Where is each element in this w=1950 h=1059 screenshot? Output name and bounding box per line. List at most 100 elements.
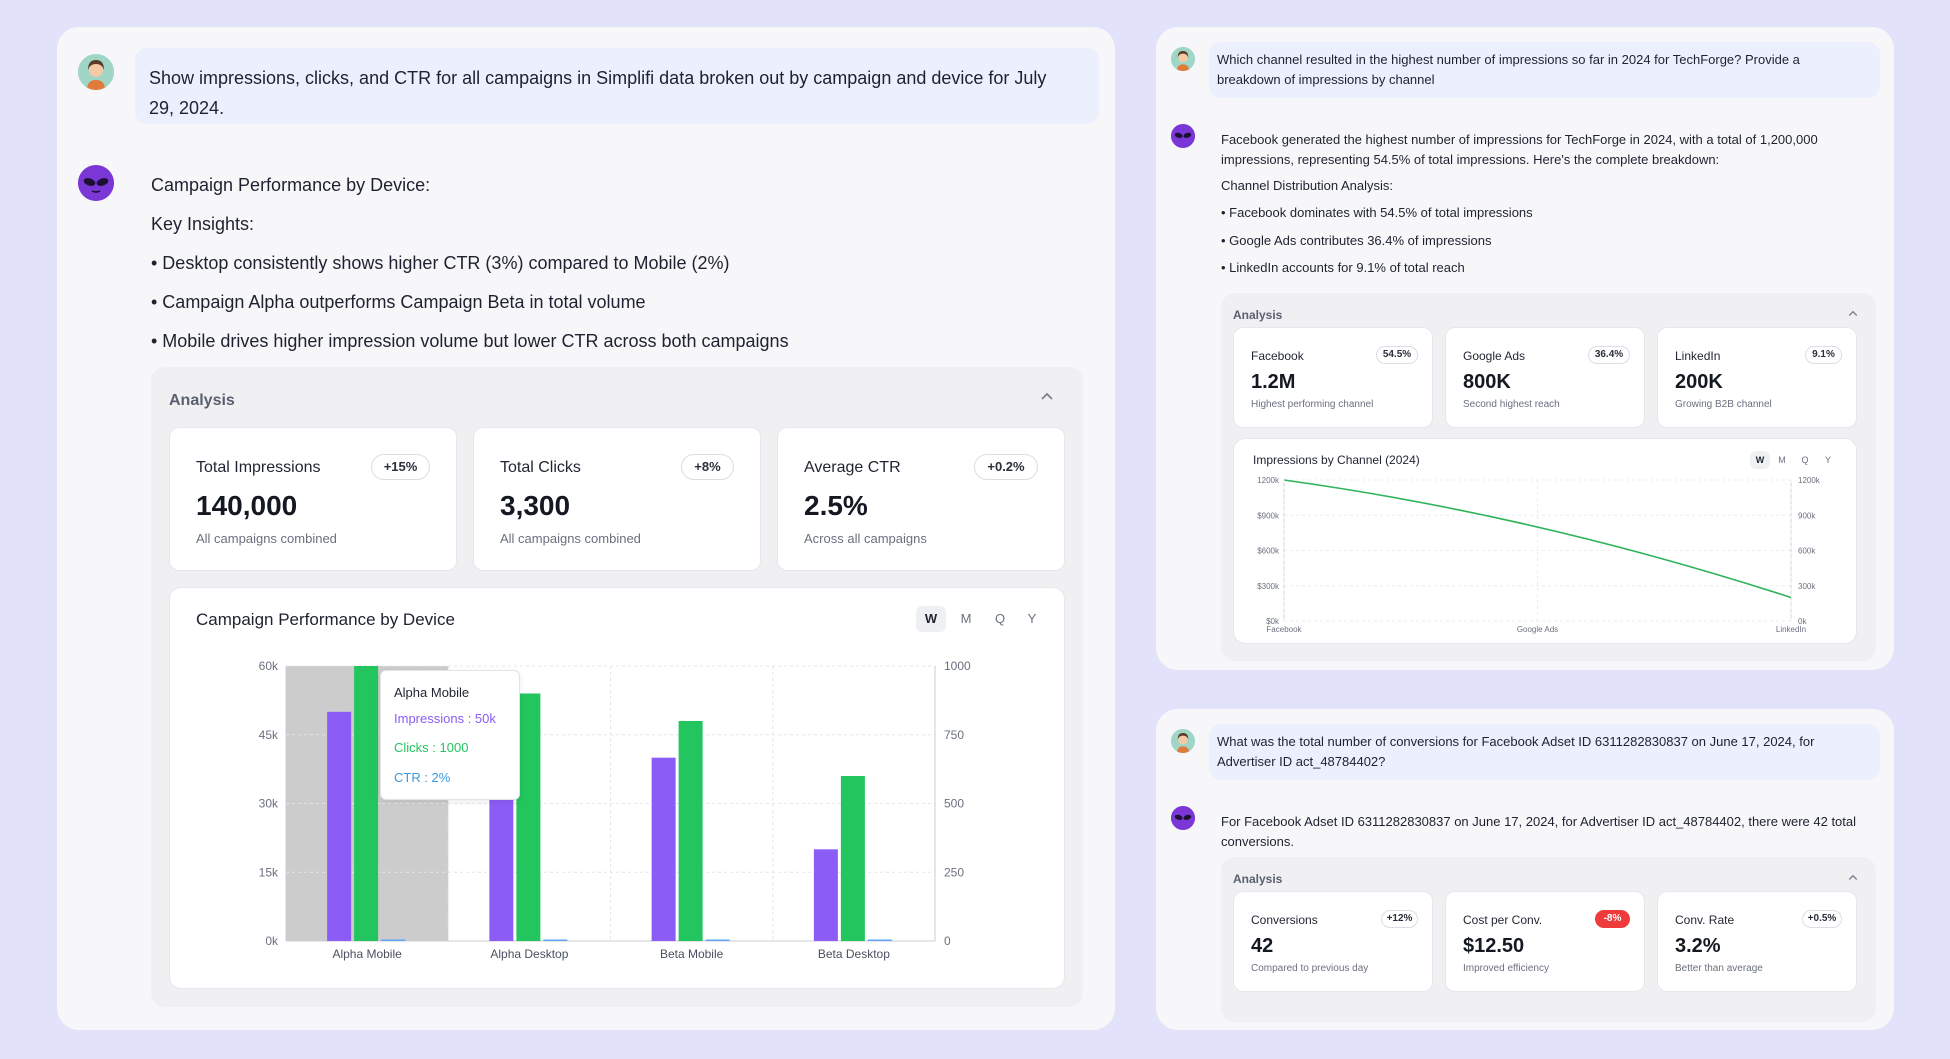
reply-title: Campaign Performance by Device: bbox=[151, 175, 431, 195]
conversion-card-rate: Conv. Rate +0.5% 3.2% Better than averag… bbox=[1657, 891, 1857, 992]
metric-label: Cost per Conv. bbox=[1463, 913, 1543, 927]
period-tab-q[interactable]: Q bbox=[1801, 455, 1809, 465]
metric-badge: +8% bbox=[681, 454, 734, 480]
metric-card-impressions: Total Impressions +15% 140,000 All campa… bbox=[169, 427, 457, 571]
y-axis-left-tick: 1200k bbox=[1257, 476, 1280, 485]
metric-label: Conv. Rate bbox=[1675, 913, 1735, 927]
tooltip-impressions: Impressions : 50k bbox=[394, 711, 496, 726]
metric-subtitle: Second highest reach bbox=[1463, 399, 1560, 410]
period-tab-q[interactable]: Q bbox=[994, 611, 1006, 626]
collapse-chevron-icon[interactable] bbox=[1847, 307, 1859, 319]
metric-value: 200K bbox=[1675, 371, 1723, 393]
chart-title: Impressions by Channel (2024) bbox=[1253, 453, 1420, 467]
y-axis-right-tick: 0k bbox=[1798, 617, 1807, 626]
x-axis-tick: Beta Mobile bbox=[660, 947, 724, 961]
bottom-right-chat-panel: What was the total number of conversions… bbox=[1156, 709, 1894, 1030]
analysis-title: Analysis bbox=[169, 392, 235, 409]
analysis-title: Analysis bbox=[1233, 308, 1283, 322]
conversion-card-cost: Cost per Conv. -8% $12.50 Improved effic… bbox=[1445, 891, 1645, 992]
y-axis-left-tick: $900k bbox=[1257, 511, 1280, 520]
assistant-avatar bbox=[1171, 124, 1195, 148]
metric-subtitle: All campaigns combined bbox=[500, 531, 641, 546]
metric-badge: +0.5% bbox=[1802, 910, 1842, 928]
y-axis-left-tick: 60k bbox=[259, 659, 279, 673]
analysis-section: Analysis Total Impressions +15% 140,000 … bbox=[151, 367, 1083, 1007]
metric-badge: +0.2% bbox=[974, 454, 1038, 480]
y-axis-left-tick: $600k bbox=[1257, 547, 1280, 556]
conversion-card-conversions: Conversions +12% 42 Compared to previous… bbox=[1233, 891, 1433, 992]
metric-subtitle: Highest performing channel bbox=[1251, 399, 1374, 410]
x-axis-tick: Alpha Mobile bbox=[332, 947, 402, 961]
user-message-text: Which channel resulted in the highest nu… bbox=[1217, 52, 1800, 87]
user-message-text: Show impressions, clicks, and CTR for al… bbox=[149, 68, 1047, 118]
alien-icon bbox=[78, 165, 114, 201]
y-axis-left-tick: 45k bbox=[259, 728, 279, 742]
metric-label: Total Clicks bbox=[500, 459, 581, 476]
bar-clicks bbox=[840, 776, 865, 941]
metric-badge: 36.4% bbox=[1588, 346, 1630, 364]
y-axis-left-tick: 15k bbox=[259, 865, 279, 879]
chart-title: Campaign Performance by Device bbox=[196, 610, 455, 629]
assistant-reply-text: For Facebook Adset ID 6311282830837 on J… bbox=[1221, 814, 1857, 849]
user-avatar bbox=[1171, 729, 1195, 753]
bar-clicks bbox=[354, 666, 379, 941]
y-axis-left-tick: $300k bbox=[1257, 582, 1280, 591]
period-tab-y[interactable]: Y bbox=[1824, 455, 1831, 465]
x-axis-tick: LinkedIn bbox=[1776, 625, 1806, 634]
insight-item: • Campaign Alpha outperforms Campaign Be… bbox=[151, 292, 646, 312]
bar-clicks bbox=[678, 721, 703, 941]
y-axis-left-tick: 30k bbox=[259, 797, 279, 811]
channel-card-linkedin: LinkedIn 9.1% 200K Growing B2B channel bbox=[1657, 327, 1857, 428]
period-tab-y[interactable]: Y bbox=[1027, 611, 1037, 626]
bar-ctr bbox=[543, 939, 568, 941]
top-right-chat-panel: Which channel resulted in the highest nu… bbox=[1156, 27, 1894, 670]
metric-badge: 9.1% bbox=[1805, 346, 1842, 364]
period-tab-w[interactable]: W bbox=[1750, 451, 1770, 469]
campaign-chart-card: Campaign Performance by Device W M Q Y 0… bbox=[169, 587, 1065, 989]
x-axis-tick: Google Ads bbox=[1517, 625, 1558, 634]
metric-value: $12.50 bbox=[1463, 935, 1525, 957]
user-message-bubble: What was the total number of conversions… bbox=[1209, 724, 1880, 780]
analysis-section: Analysis Conversions +12% 42 Compared to… bbox=[1221, 857, 1876, 1022]
tooltip-ctr: CTR : 2% bbox=[394, 770, 451, 785]
period-tab-w[interactable]: W bbox=[916, 606, 946, 632]
metric-subtitle: Across all campaigns bbox=[804, 531, 927, 546]
channel-bullet: • LinkedIn accounts for 9.1% of total re… bbox=[1221, 260, 1465, 275]
bar-impressions bbox=[813, 849, 838, 941]
metric-card-ctr: Average CTR +0.2% 2.5% Across all campai… bbox=[777, 427, 1065, 571]
impressions-line bbox=[1283, 479, 1792, 599]
assistant-reply-text: Facebook generated the highest number of… bbox=[1221, 132, 1818, 167]
metric-badge: +15% bbox=[371, 454, 430, 480]
user-avatar-icon bbox=[1171, 47, 1195, 71]
metric-badge: -8% bbox=[1595, 910, 1630, 928]
tooltip-title: Alpha Mobile bbox=[394, 685, 470, 700]
x-axis-tick: Alpha Desktop bbox=[490, 947, 568, 961]
channel-bullet: • Facebook dominates with 54.5% of total… bbox=[1221, 205, 1533, 220]
y-axis-right-tick: 600k bbox=[1798, 547, 1816, 556]
metric-value: 140,000 bbox=[196, 490, 298, 521]
channel-line-chart: $0k 0k $300k 300k $600k 600k $900k 900k 1200k 120… bbox=[1257, 476, 1821, 634]
channel-heading: Channel Distribution Analysis: bbox=[1221, 178, 1393, 193]
period-tab-m[interactable]: M bbox=[960, 611, 972, 626]
y-axis-left-tick: $0k bbox=[1266, 617, 1280, 626]
bar-clicks bbox=[516, 693, 541, 941]
channel-chart-card: Impressions by Channel (2024) W M Q Y $0… bbox=[1233, 438, 1857, 644]
user-avatar bbox=[1171, 47, 1195, 71]
user-message-text: What was the total number of conversions… bbox=[1217, 734, 1815, 769]
metric-value: 800K bbox=[1463, 371, 1511, 393]
insight-item: • Mobile drives higher impression volume… bbox=[151, 331, 789, 351]
bar-impressions bbox=[327, 711, 352, 941]
collapse-chevron-icon[interactable] bbox=[1039, 389, 1055, 405]
user-message-bubble: Show impressions, clicks, and CTR for al… bbox=[135, 48, 1099, 124]
metric-value: 3.2% bbox=[1675, 935, 1721, 957]
period-tab-m[interactable]: M bbox=[1778, 455, 1786, 465]
metric-subtitle: Improved efficiency bbox=[1463, 963, 1549, 974]
y-axis-right-tick: 900k bbox=[1798, 511, 1816, 520]
bar-ctr bbox=[705, 939, 730, 941]
collapse-chevron-icon[interactable] bbox=[1847, 871, 1859, 883]
metric-value: 3,300 bbox=[500, 490, 571, 521]
alien-icon bbox=[1171, 806, 1195, 830]
y-axis-right-tick: 1200k bbox=[1798, 476, 1821, 485]
x-axis-tick: Facebook bbox=[1266, 625, 1302, 634]
metric-badge: +12% bbox=[1381, 910, 1418, 928]
